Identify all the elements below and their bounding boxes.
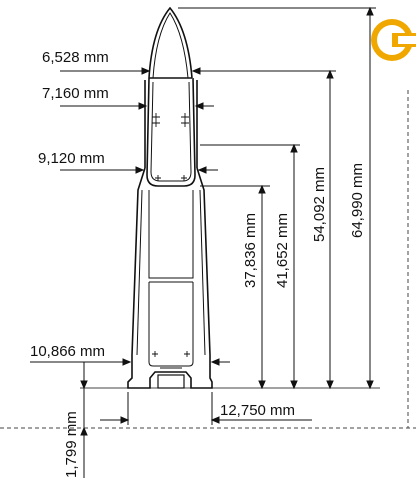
case-base: [127, 371, 213, 389]
case-left-inner: [136, 189, 143, 356]
label-h3: 54,092 mm: [311, 167, 328, 242]
label-d4: 10,866 mm: [30, 343, 105, 360]
bullet-outer: [148, 6, 193, 79]
label-h4: 64,990 mm: [349, 163, 366, 238]
label-d1: 6,528 mm: [42, 49, 109, 66]
arrow-d1-left: [141, 67, 151, 75]
case-right-wall: [196, 167, 211, 372]
label-h2: 41,652 mm: [274, 213, 291, 288]
arrow-d1-right: [191, 67, 201, 75]
arrow-d4-right: [210, 358, 220, 366]
case-left-wall: [131, 167, 146, 372]
arrow-d5-right: [210, 416, 220, 424]
cartridge: [127, 6, 213, 389]
bullet-body-inner: [150, 81, 192, 182]
dimension-lines: [30, 6, 376, 478]
label-d2: 7,160 mm: [42, 85, 109, 102]
crosshair-markers: [152, 113, 190, 357]
arrow-d2-right: [194, 102, 204, 110]
arrow-h3-top: [326, 69, 334, 79]
arrow-h1-top: [258, 184, 266, 194]
arrow-d5-left: [120, 416, 130, 424]
arrow-h2-bottom: [290, 380, 298, 390]
case-right-inner: [199, 189, 206, 356]
arrow-h1-bottom: [258, 380, 266, 390]
label-d5: 12,750 mm: [220, 402, 295, 419]
arrow-h3-bottom: [326, 380, 334, 390]
reference-lines: [0, 90, 416, 429]
arrow-h4-bottom: [366, 380, 374, 390]
arrow-d6-top: [80, 380, 88, 390]
label-d3: 9,120 mm: [38, 150, 105, 167]
arrow-d2-left: [138, 102, 148, 110]
primer-pocket: [157, 374, 185, 389]
arrow-d3-left: [135, 166, 145, 174]
powder-chamber: [148, 190, 194, 279]
arrow-h4-top: [366, 6, 374, 16]
arrow-d3-right: [197, 166, 207, 174]
c-logo-icon: [371, 19, 416, 61]
bullet-inner: [152, 12, 189, 79]
lower-chamber: [148, 282, 194, 367]
arrow-d4-left: [122, 358, 132, 366]
arrow-d6-bottom: [80, 426, 88, 436]
label-d6: 1,799 mm: [63, 411, 80, 478]
bullet-body: [146, 77, 196, 187]
label-h1: 37,836 mm: [242, 213, 259, 288]
arrow-h2-top: [290, 143, 298, 153]
